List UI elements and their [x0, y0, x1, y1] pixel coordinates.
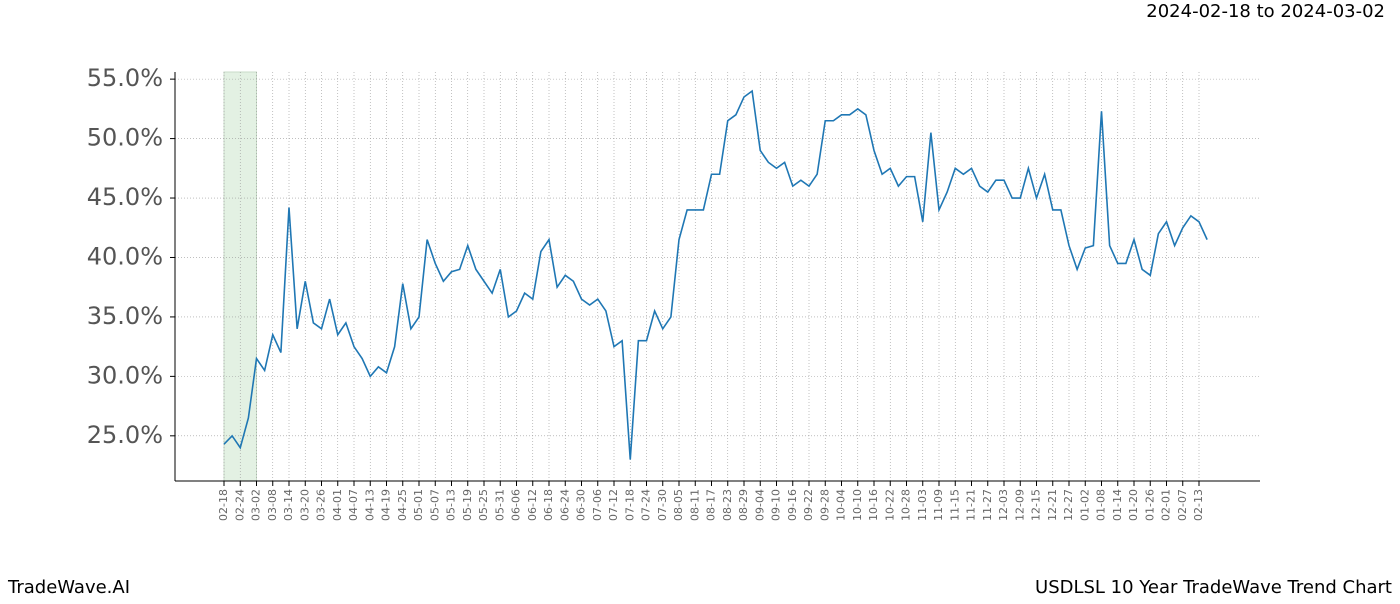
x-tick-label: 03-14 — [282, 489, 295, 521]
x-tick-label: 10-16 — [867, 489, 880, 521]
x-tick-label: 04-01 — [331, 489, 344, 521]
x-tick-label: 11-21 — [965, 489, 978, 521]
x-tick-label: 06-24 — [558, 489, 571, 521]
x-tick-label: 09-28 — [818, 489, 831, 521]
x-tick-label: 03-08 — [266, 489, 279, 521]
x-tick-label: 12-15 — [1030, 489, 1043, 521]
x-tick-label: 02-24 — [233, 489, 246, 521]
x-tick-label: 06-18 — [542, 489, 555, 521]
x-tick-label: 08-29 — [737, 489, 750, 521]
x-tick-label: 02-13 — [1192, 489, 1205, 521]
x-tick-label: 11-15 — [948, 489, 961, 521]
x-tick-label: 02-01 — [1160, 489, 1173, 521]
chart-subtitle: 2024-02-18 to 2024-03-02 — [1146, 1, 1385, 22]
x-tick-label: 09-22 — [802, 489, 815, 521]
x-tick-label: 01-20 — [1127, 489, 1140, 521]
x-tick-label: 11-27 — [981, 489, 994, 521]
x-tick-label: 02-18 — [217, 489, 230, 521]
x-tick-label: 05-07 — [428, 489, 441, 521]
x-tick-label: 12-09 — [1013, 489, 1026, 521]
x-tick-label: 03-02 — [250, 489, 263, 521]
x-tick-label: 04-07 — [347, 489, 360, 521]
x-tick-label: 05-31 — [493, 489, 506, 521]
y-tick-label: 40.0% — [87, 242, 163, 270]
x-tick-label: 08-23 — [721, 489, 734, 521]
x-tick-label: 07-06 — [591, 489, 604, 521]
x-tick-label: 07-12 — [607, 489, 620, 521]
x-tick-label: 09-04 — [753, 489, 766, 521]
x-tick-label: 05-19 — [461, 489, 474, 521]
x-tick-label: 11-03 — [916, 489, 929, 521]
x-tick-label: 12-27 — [1062, 489, 1075, 521]
y-tick-label: 30.0% — [87, 361, 163, 389]
x-tick-label: 06-30 — [575, 489, 588, 521]
x-tick-label: 07-30 — [656, 489, 669, 521]
x-tick-label: 12-03 — [997, 489, 1010, 521]
x-tick-label: 05-13 — [445, 489, 458, 521]
y-tick-label: 25.0% — [87, 421, 163, 449]
x-tick-label: 04-19 — [380, 489, 393, 521]
x-tick-label: 04-25 — [396, 489, 409, 521]
y-tick-label: 45.0% — [87, 183, 163, 211]
x-tick-label: 01-14 — [1111, 489, 1124, 521]
x-tick-label: 09-16 — [786, 489, 799, 521]
x-tick-label: 03-26 — [315, 489, 328, 521]
data-line — [223, 89, 1208, 460]
x-tick-label: 05-01 — [412, 489, 425, 521]
x-tick-label: 10-28 — [900, 489, 913, 521]
x-tick-label: 10-22 — [883, 489, 896, 521]
x-tick-label: 08-05 — [672, 489, 685, 521]
x-tick-label: 08-11 — [688, 489, 701, 521]
y-tick-label: 35.0% — [87, 302, 163, 330]
x-tick-label: 07-18 — [623, 489, 636, 521]
x-tick-label: 03-20 — [298, 489, 311, 521]
chart-title: USDLSL 10 Year TradeWave Trend Chart — [1035, 577, 1392, 598]
x-tick-label: 01-26 — [1143, 489, 1156, 521]
x-tick-label: 06-06 — [510, 489, 523, 521]
x-tick-label: 02-07 — [1176, 489, 1189, 521]
y-tick-label: 50.0% — [87, 124, 163, 152]
x-tick-label: 06-12 — [526, 489, 539, 521]
y-tick-label: 55.0% — [87, 64, 163, 92]
x-tick-label: 10-10 — [851, 489, 864, 521]
x-tick-label: 12-21 — [1046, 489, 1059, 521]
x-tick-label: 01-02 — [1078, 489, 1091, 521]
x-tick-label: 10-04 — [835, 489, 848, 521]
x-tick-label: 11-09 — [932, 489, 945, 521]
x-tick-label: 01-08 — [1095, 489, 1108, 521]
x-tick-label: 05-25 — [477, 489, 490, 521]
x-tick-label: 08-17 — [705, 489, 718, 521]
x-tick-label: 04-13 — [363, 489, 376, 521]
brand: TradeWave.AI — [7, 577, 130, 598]
x-tick-label: 09-10 — [770, 489, 783, 521]
x-tick-label: 07-24 — [640, 489, 653, 521]
